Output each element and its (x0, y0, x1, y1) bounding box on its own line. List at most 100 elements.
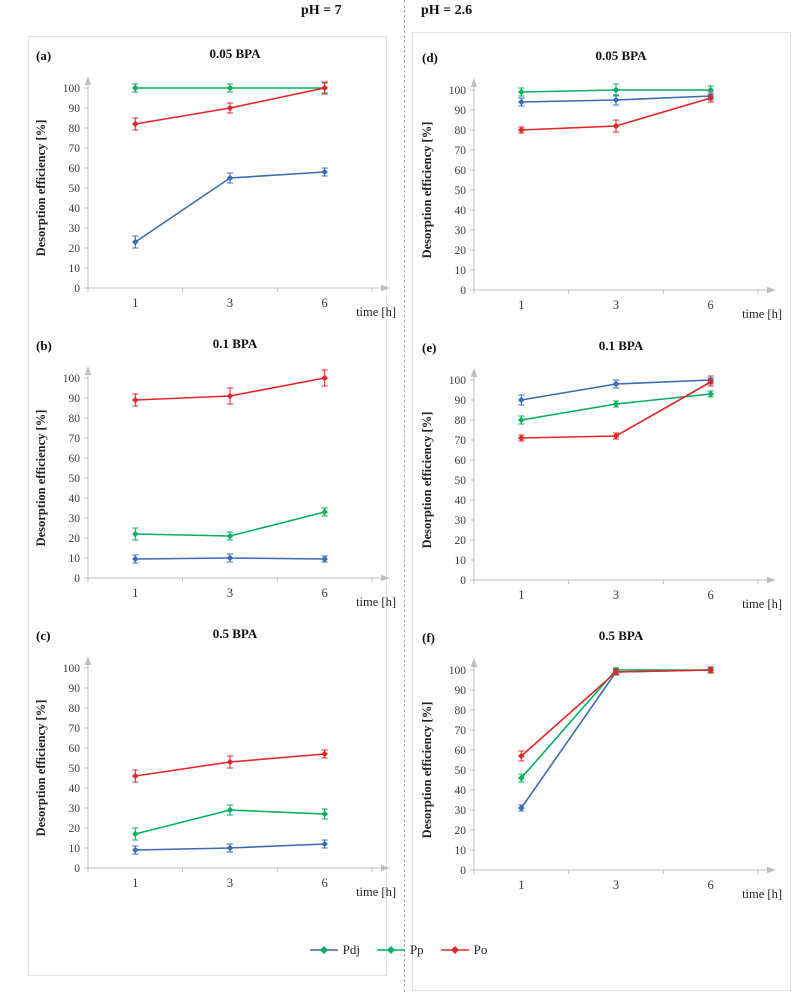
y-tick-label: 20 (455, 825, 467, 837)
column-header-ph7: pH = 7 (301, 3, 342, 18)
y-tick-label: 70 (69, 723, 81, 735)
series-Po (518, 377, 714, 442)
panel-letter: (f) (422, 630, 435, 645)
y-tick-label: 20 (455, 245, 467, 257)
y-tick-label: 40 (455, 205, 467, 217)
x-axis-label: time [h] (356, 595, 396, 609)
x-axis-label: time [h] (356, 305, 396, 319)
x-tick-label: 6 (708, 298, 714, 312)
chart-canvas: (a) 0.05 BPA 0 10 20 30 40 50 60 70 80 90 100 1 3 6 time… (34, 46, 396, 319)
chart-title: 0.1 BPA (213, 336, 258, 351)
panel-letter: (a) (36, 48, 51, 63)
y-tick-label: 90 (69, 683, 81, 695)
axes: 0 10 20 30 40 50 60 70 80 90 100 (449, 368, 776, 587)
y-tick-label: 20 (69, 823, 81, 835)
y-tick-label: 100 (63, 663, 81, 675)
series-Pp (518, 390, 714, 425)
x-tick-label: 1 (518, 298, 524, 312)
y-tick-label: 50 (69, 183, 81, 195)
y-tick-label: 0 (460, 865, 466, 877)
y-axis-label: Desorption efficiency [%] (420, 122, 434, 259)
data-point-marker (321, 508, 328, 516)
y-tick-label: 80 (455, 125, 467, 137)
y-tick-label: 0 (74, 863, 80, 875)
legend-label-po: Po (473, 942, 488, 957)
series-Po (132, 81, 328, 131)
y-tick-label: 70 (69, 143, 81, 155)
y-axis-label: Desorption efficiency [%] (420, 412, 434, 549)
y-tick-label: 50 (69, 473, 81, 485)
data-point-marker (518, 434, 525, 442)
y-tick-label: 30 (455, 805, 467, 817)
data-point-marker (518, 774, 525, 782)
y-tick-label: 30 (69, 513, 81, 525)
data-point-marker (132, 84, 139, 92)
x-tick-label: 3 (227, 586, 233, 600)
y-tick-label: 90 (455, 105, 467, 117)
y-tick-label: 10 (69, 553, 81, 565)
x-tick-label: 6 (322, 586, 328, 600)
x-tick-label: 6 (708, 588, 714, 602)
y-tick-label: 30 (69, 223, 81, 235)
data-point-marker (518, 98, 525, 106)
axes: 0 10 20 30 40 50 60 70 80 90 100 (63, 656, 390, 875)
y-tick-label: 70 (455, 435, 467, 447)
x-tick-label: 1 (518, 588, 524, 602)
chart-panel-d: (d) 0.05 BPA 0 10 20 30 40 50 60 70 80 90 100 1 3 6 time… (416, 40, 784, 332)
data-point-marker (226, 806, 234, 814)
y-axis-label: Desorption efficiency [%] (420, 702, 434, 839)
y-tick-label: 0 (74, 283, 80, 295)
data-point-marker (518, 752, 525, 760)
axes: 0 10 20 30 40 50 60 70 80 90 100 (63, 76, 390, 295)
data-point-marker (321, 840, 328, 848)
axes: 0 10 20 30 40 50 60 70 80 90 100 (449, 658, 776, 877)
legend-swatch-pdj-icon (309, 946, 338, 954)
series-Pp (132, 82, 328, 94)
data-point-marker (132, 396, 139, 404)
y-tick-label: 70 (455, 725, 467, 737)
series-Pdj (518, 666, 714, 812)
y-tick-label: 20 (455, 535, 467, 547)
chart-canvas: (b) 0.1 BPA 0 10 20 30 40 50 60 70 80 90 100 1 3 6 time … (34, 336, 396, 609)
data-point-marker (226, 174, 234, 182)
data-point-marker (321, 168, 328, 176)
data-point-marker (612, 380, 620, 388)
data-point-marker (612, 96, 620, 104)
series-Pp (132, 507, 328, 541)
y-tick-label: 40 (69, 783, 81, 795)
series-Po (518, 93, 714, 134)
data-point-marker (707, 378, 714, 386)
series-Po (132, 749, 328, 783)
y-tick-label: 70 (69, 433, 81, 445)
y-tick-label: 20 (69, 533, 81, 545)
x-tick-label: 1 (132, 296, 138, 310)
data-point-marker (226, 104, 234, 112)
x-tick-label: 3 (613, 878, 619, 892)
figure-legend: Pdj Pp Po (0, 942, 796, 958)
y-tick-label: 90 (69, 103, 81, 115)
column-header-ph26: pH = 2.6 (421, 3, 473, 18)
data-point-marker (518, 396, 525, 404)
x-axis-label: time [h] (742, 887, 782, 901)
legend-swatch-po-icon (440, 946, 469, 954)
x-tick-label: 1 (132, 586, 138, 600)
data-point-marker (518, 416, 525, 424)
x-axis-label: time [h] (356, 885, 396, 899)
x-axis-label: time [h] (742, 597, 782, 611)
y-tick-label: 60 (69, 453, 81, 465)
y-tick-label: 80 (455, 705, 467, 717)
y-tick-label: 40 (69, 203, 81, 215)
chart-canvas: (d) 0.05 BPA 0 10 20 30 40 50 60 70 80 90 100 1 3 6 time… (420, 48, 782, 321)
x-tick-label: 3 (227, 296, 233, 310)
y-tick-label: 10 (455, 845, 467, 857)
y-tick-label: 80 (69, 123, 81, 135)
y-tick-label: 70 (455, 145, 467, 157)
y-tick-label: 30 (455, 515, 467, 527)
legend-item-pp: Pp (376, 942, 424, 958)
legend-item-pdj: Pdj (309, 942, 360, 958)
y-tick-label: 10 (455, 265, 467, 277)
data-point-marker (612, 86, 620, 94)
data-point-marker (226, 844, 234, 852)
x-tick-label: 3 (613, 298, 619, 312)
y-tick-label: 50 (455, 185, 467, 197)
